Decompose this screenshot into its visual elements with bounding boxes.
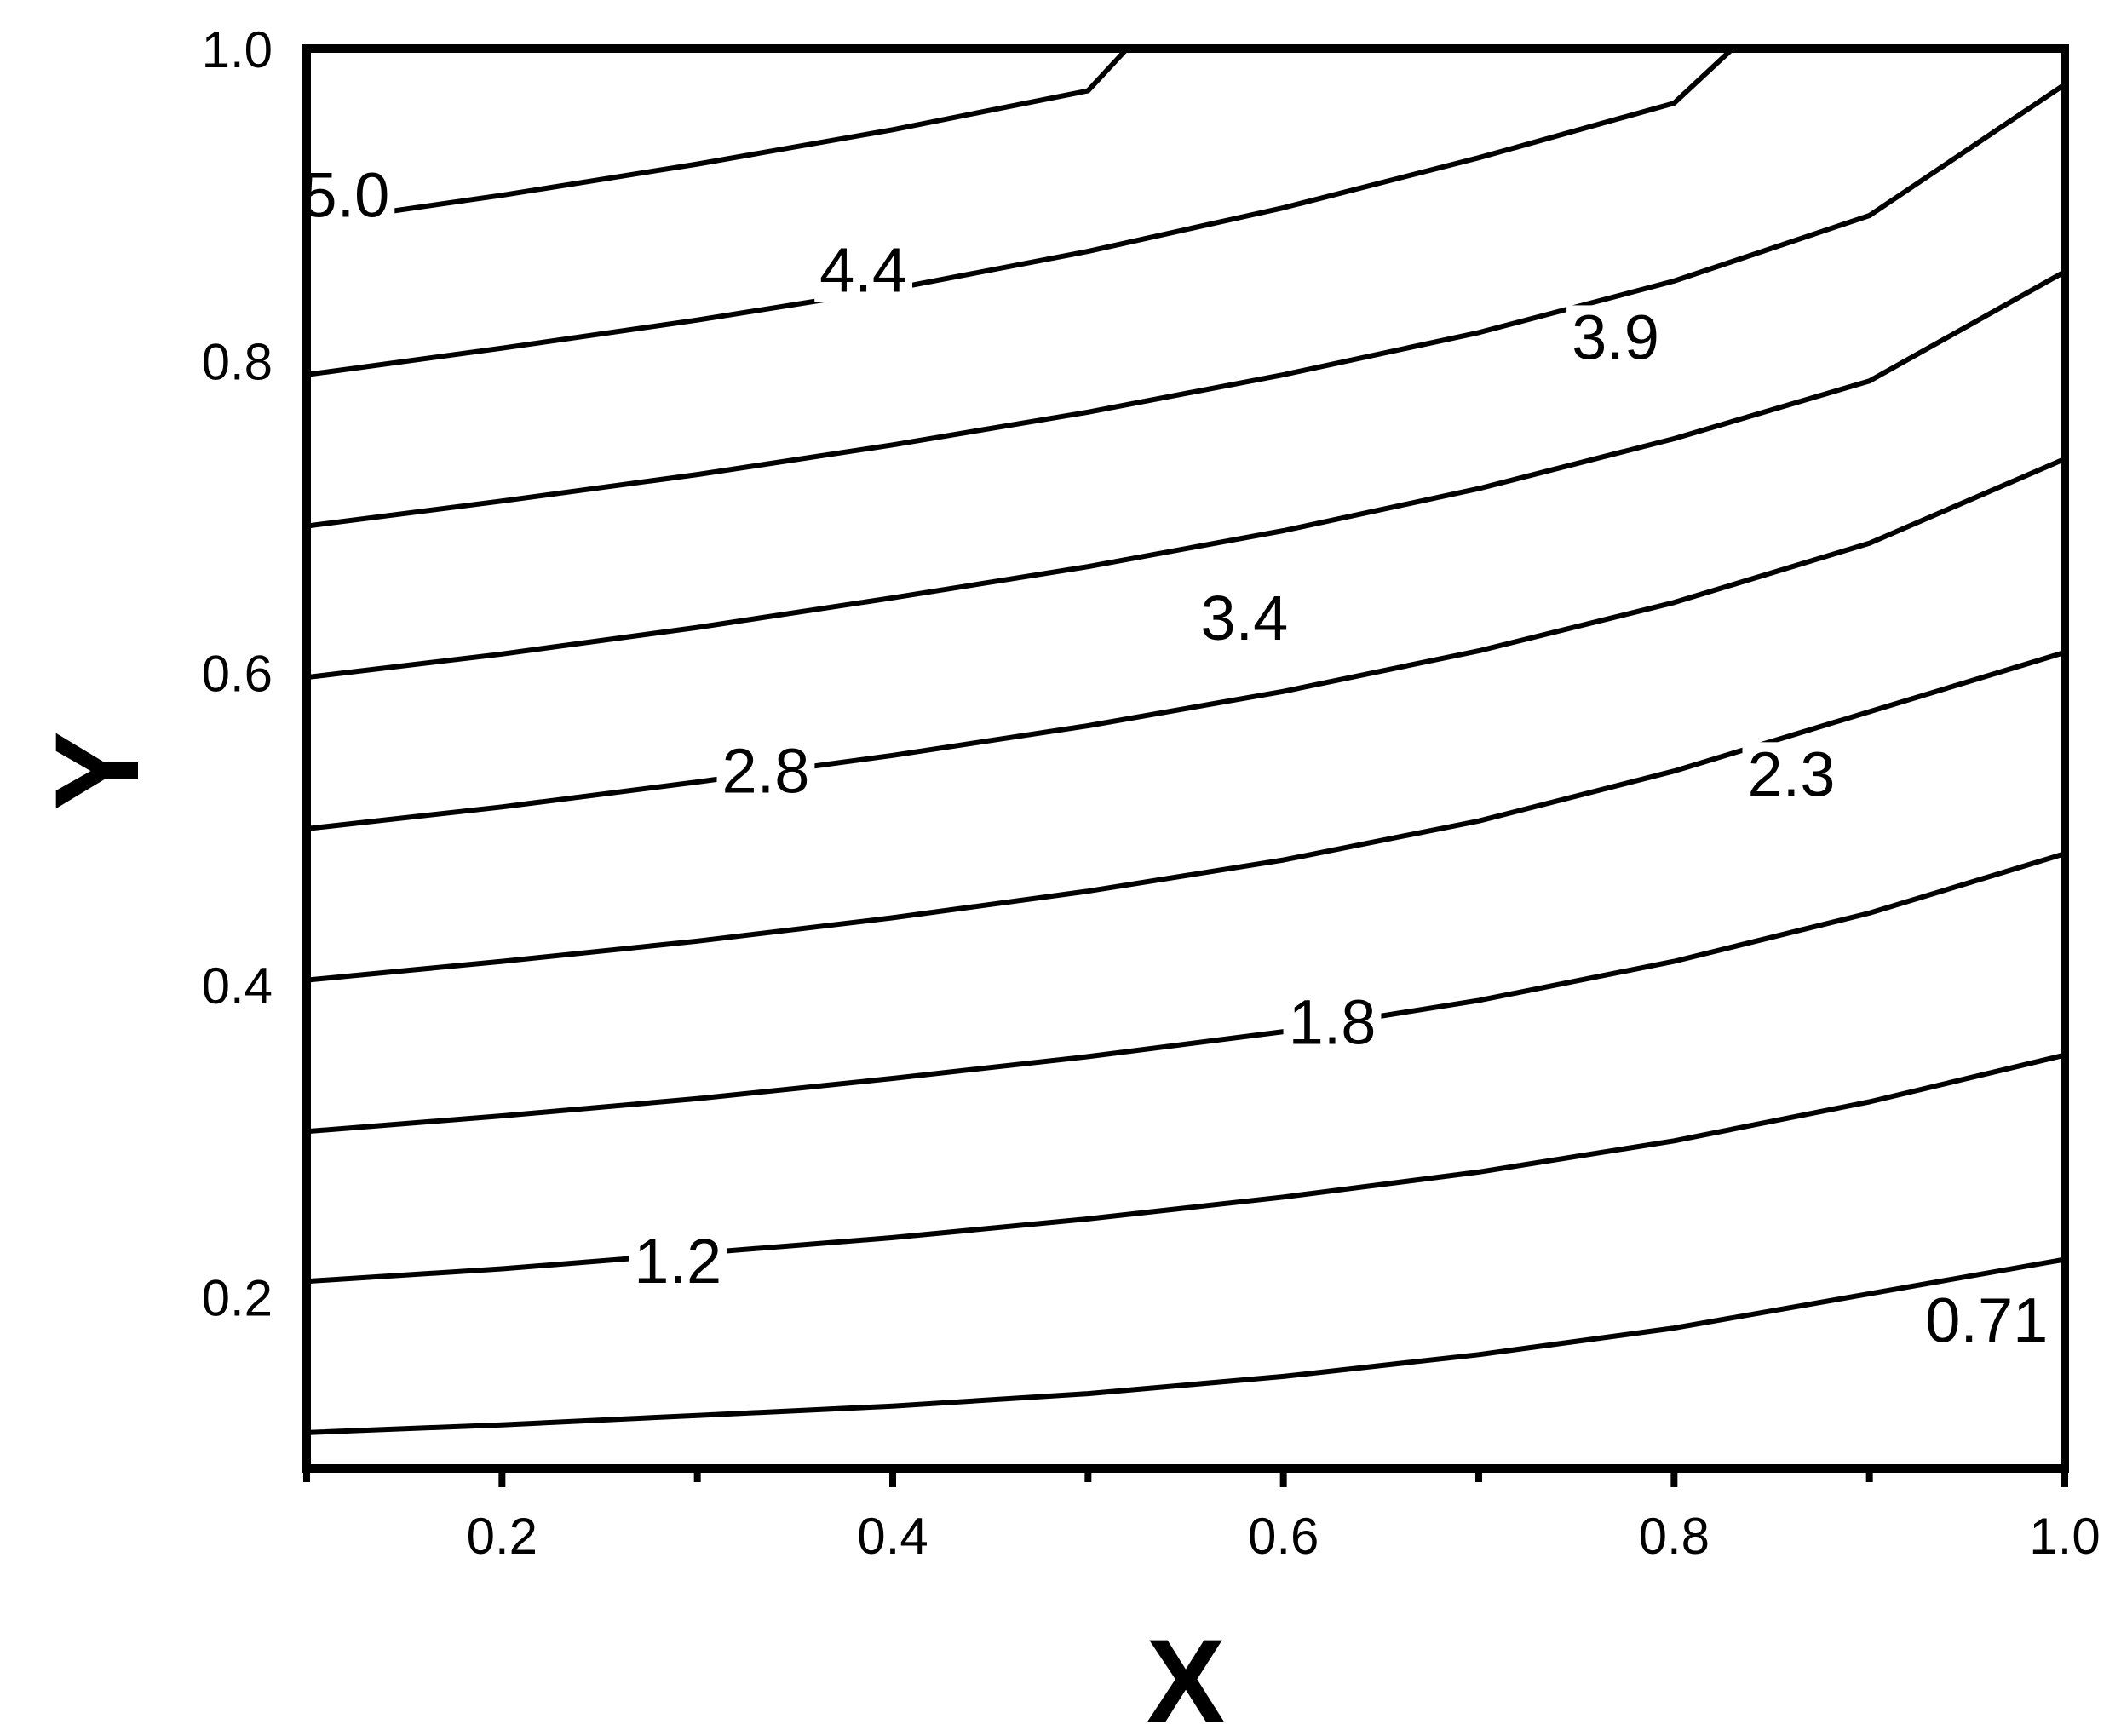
contour-label-13: 4.4	[819, 235, 907, 306]
contour-line-2	[304, 851, 2067, 1135]
contour-line-8	[304, 46, 1130, 227]
y-tick-label-0: 0.2	[202, 1269, 273, 1326]
contour-label-gap-10	[1195, 586, 1294, 651]
contour-line-7	[304, 46, 1736, 377]
y-axis-ticks: 0.2 0.4 0.6 0.8 1.0	[202, 21, 273, 1326]
contour-label-gap-4	[1283, 990, 1382, 1055]
contour-labels: 0.71 1.2 1.8 2.3 2.8 3.4 3.9 4.4 5.0	[296, 160, 2054, 1355]
contour-label-gap-12	[1566, 305, 1664, 370]
contour-label-2: 1.2	[634, 1226, 721, 1296]
y-tick-label-1: 0.4	[202, 957, 273, 1015]
contour-label-8: 2.8	[721, 736, 809, 807]
contour-lines	[304, 46, 2067, 1435]
x-tick-label-0: 0.2	[467, 1508, 537, 1565]
contour-label-gap-13	[814, 238, 913, 302]
y-tick-label-4: 1.0	[202, 21, 273, 78]
y-axis-title: Y	[30, 731, 164, 810]
contour-label-10: 3.4	[1200, 583, 1288, 653]
x-axis-ticks: 0.2 0.4 0.6 0.8 1.0	[303, 1469, 2101, 1565]
contour-label-0: 0.71	[1925, 1285, 2048, 1355]
contour-label-gap-0	[1920, 1288, 2054, 1353]
x-tick-label-3: 0.8	[1639, 1508, 1710, 1565]
plot-frame	[302, 44, 2069, 1473]
contour-label-gap-14	[296, 163, 395, 227]
contour-label-gap-2	[629, 1228, 727, 1293]
contour-label-gap-8	[716, 739, 815, 803]
x-axis-title: X	[1146, 1614, 1225, 1736]
contour-line-6	[304, 82, 2067, 529]
contour-line-3	[304, 649, 2067, 983]
contour-line-0	[304, 1256, 2067, 1435]
contour-label-12: 3.9	[1572, 302, 1659, 372]
x-tick-label-4: 1.0	[2029, 1508, 2100, 1565]
contour-label-14: 5.0	[302, 160, 389, 231]
x-tick-label-2: 0.6	[1248, 1508, 1319, 1565]
contour-line-1	[304, 1052, 2067, 1285]
contour-label-gap-6	[1742, 742, 1841, 807]
contour-label-6: 2.3	[1747, 739, 1835, 809]
x-tick-label-1: 0.4	[857, 1508, 928, 1565]
y-tick-label-2: 0.6	[202, 646, 273, 703]
contour-label-4: 1.8	[1289, 987, 1377, 1058]
contour-line-5	[304, 269, 2067, 681]
contour-line-4	[304, 456, 2067, 831]
y-tick-label-3: 0.8	[202, 333, 273, 390]
